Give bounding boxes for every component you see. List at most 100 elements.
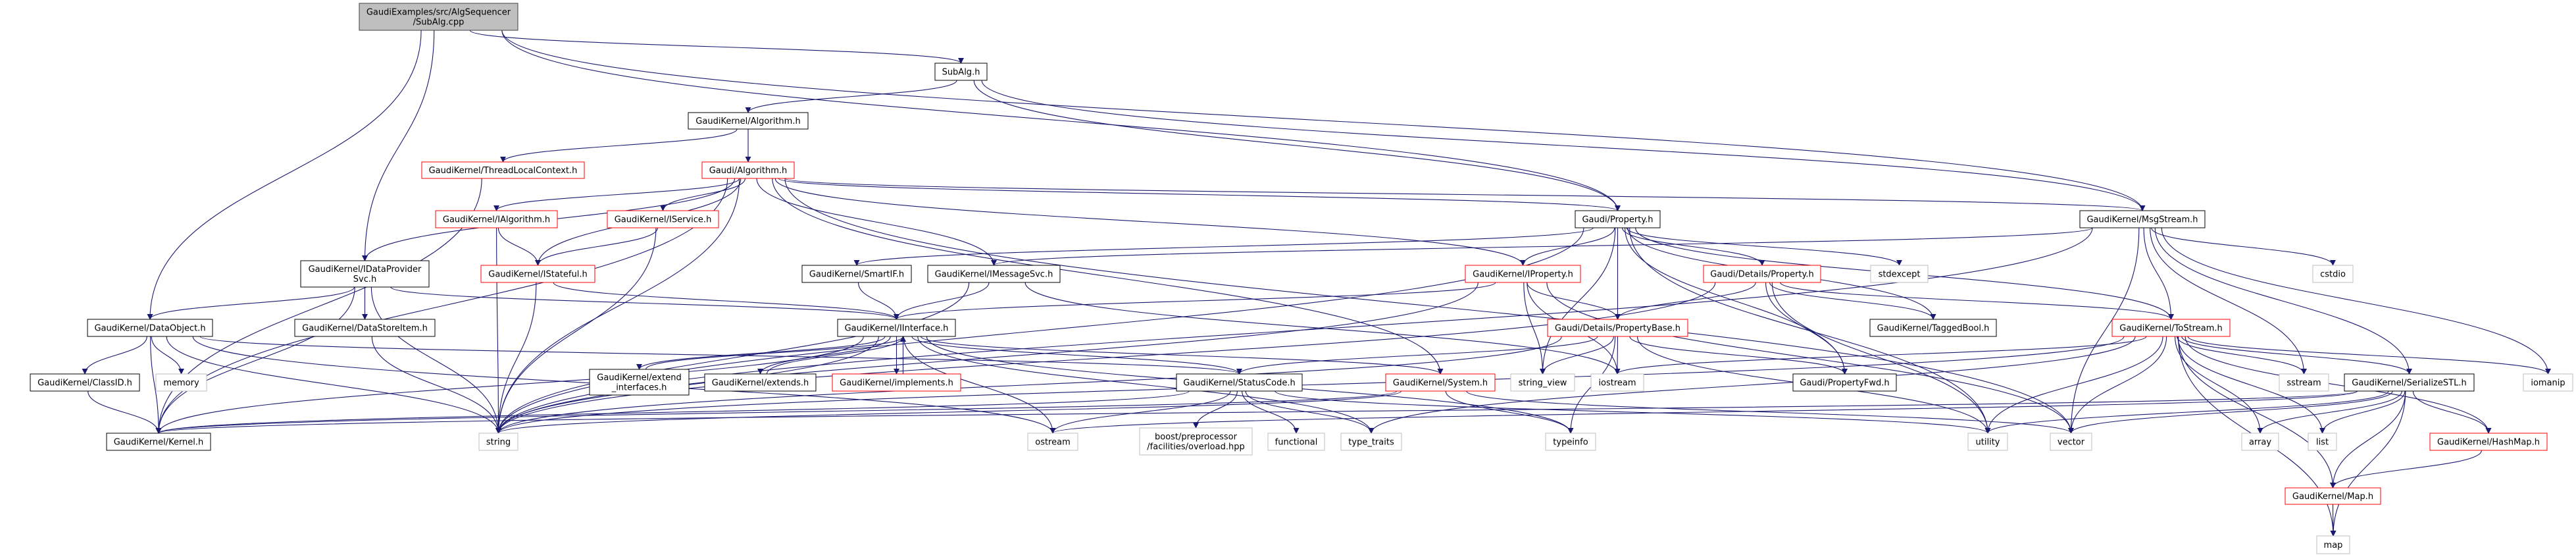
node-hashmap[interactable]: GaudiKernel/HashMap.h xyxy=(2429,433,2548,451)
edge-iinterface-to-extend_interfaces xyxy=(636,336,886,370)
edge-tostream-to-mapH xyxy=(2177,336,2336,489)
node-extends[interactable]: GaudiKernel/extends.h xyxy=(704,373,817,392)
node-label: GaudiKernel/Map.h xyxy=(2292,492,2373,502)
node-box xyxy=(1703,265,1821,283)
node-box xyxy=(300,260,430,288)
node-kernel[interactable]: GaudiKernel/Kernel.h xyxy=(106,433,211,451)
edge-dprop-to-taggedbool xyxy=(1769,282,1936,320)
edge-iproperty-to-iinterface xyxy=(894,282,1496,320)
edge-serializestl-to-array xyxy=(2257,390,2402,434)
node-box xyxy=(704,373,817,392)
node-box xyxy=(1590,373,1644,392)
node-propertyfwd[interactable]: Gaudi/PropertyFwd.h xyxy=(1792,373,1897,392)
edge-tostream-to-sstream xyxy=(2176,336,2307,375)
edge-serializestl-to-vector xyxy=(2068,390,2393,434)
node-box xyxy=(1027,433,1078,451)
node-tlc[interactable]: GaudiKernel/ThreadLocalContext.h xyxy=(421,161,585,179)
node-label: functional xyxy=(1275,438,1318,448)
edge-msgstream-to-serializestl xyxy=(2154,227,2412,375)
node-iproperty[interactable]: GaudiKernel/IProperty.h xyxy=(1465,265,1581,283)
node-box xyxy=(1545,433,1596,451)
edge-dataobject-to-kernel xyxy=(150,336,162,434)
node-box xyxy=(589,369,690,396)
node-property[interactable]: Gaudi/Property.h xyxy=(1575,210,1661,228)
node-label: string xyxy=(486,438,511,448)
node-tostream[interactable]: GaudiKernel/ToStream.h xyxy=(2111,319,2231,337)
node-box xyxy=(480,265,595,283)
node-serializestl[interactable]: GaudiKernel/SerializeSTL.h xyxy=(2344,373,2475,392)
node-implements[interactable]: GaudiKernel/implements.h xyxy=(832,373,961,392)
edge-subalg_h-to-property xyxy=(973,80,1621,211)
node-box xyxy=(1176,373,1303,392)
node-istateful[interactable]: GaudiKernel/IStateful.h xyxy=(480,265,595,283)
node-msgstream[interactable]: GaudiKernel/MsgStream.h xyxy=(2079,210,2206,228)
node-dataobject[interactable]: GaudiKernel/DataObject.h xyxy=(87,319,213,337)
edge-serializestl-to-kernel xyxy=(156,390,2358,434)
node-box xyxy=(2079,210,2206,228)
node-label: map xyxy=(2324,541,2343,550)
edge-iproperty-to-propertybase xyxy=(1527,282,1621,320)
node-label: GaudiKernel/Algorithm.h xyxy=(695,117,800,126)
node-label: type_traits xyxy=(1348,438,1394,448)
node-cpp[interactable]: GaudiExamples/src/AlgSequencer/SubAlg.cp… xyxy=(359,3,518,31)
node-functional: functional xyxy=(1267,433,1325,451)
node-dprop[interactable]: Gaudi/Details/Property.h xyxy=(1703,265,1821,283)
node-box xyxy=(2111,319,2231,337)
node-statuscode[interactable]: GaudiKernel/StatusCode.h xyxy=(1176,373,1303,392)
node-iservice[interactable]: GaudiKernel/IService.h xyxy=(607,210,719,228)
node-label: GaudiKernel/SerializeSTL.h xyxy=(2352,379,2466,388)
node-box xyxy=(1870,265,1929,283)
node-system[interactable]: GaudiKernel/System.h xyxy=(1385,373,1496,392)
node-smartif[interactable]: GaudiKernel/SmartIF.h xyxy=(801,265,912,283)
edge-extend_interfaces-to-iinterface xyxy=(645,336,906,370)
node-label: boost/preprocessor xyxy=(1155,433,1238,442)
node-extend-interfaces[interactable]: GaudiKernel/extend_interfaces.h xyxy=(589,369,690,396)
node-subalg-h[interactable]: SubAlg.h xyxy=(934,63,988,81)
edge-statuscode-to-utility xyxy=(1275,390,1991,434)
edge-iproperty-to-string xyxy=(495,282,1478,434)
edge-dprop-to-propertyfwd xyxy=(1765,282,1848,375)
node-imessagesvc[interactable]: GaudiKernel/IMessageSvc.h xyxy=(927,265,1061,283)
edge-msgstream-to-iomanip xyxy=(2161,227,2551,375)
node-taggedbool[interactable]: GaudiKernel/TaggedBool.h xyxy=(1869,319,1997,337)
edge-tostream-to-vector xyxy=(2068,336,2167,434)
node-box xyxy=(2050,433,2092,451)
edge-istateful-to-iinterface xyxy=(553,282,899,320)
edge-tostream-to-serializestl xyxy=(2181,336,2412,375)
node-label: sstream xyxy=(2286,379,2321,388)
edge-tostream-to-utility xyxy=(1984,336,2163,434)
node-memory: memory xyxy=(155,373,207,392)
edge-ialgorithm-to-string xyxy=(495,227,501,434)
node-box xyxy=(2312,265,2354,283)
node-datastoreitem[interactable]: GaudiKernel/DataStoreItem.h xyxy=(294,319,436,337)
node-gaudi-algorithm[interactable]: Gaudi/Algorithm.h xyxy=(701,161,795,179)
node-propertybase[interactable]: Gaudi/Details/PropertyBase.h xyxy=(1547,319,1688,337)
edge-dataobject-to-statuscode xyxy=(199,336,1242,375)
edge-gaudi_algorithm-to-string xyxy=(495,178,740,434)
node-classid[interactable]: GaudiKernel/ClassID.h xyxy=(30,373,140,392)
node-label: SubAlg.h xyxy=(942,68,980,78)
edge-tostream-to-string xyxy=(495,336,2125,434)
node-gk-algorithm[interactable]: GaudiKernel/Algorithm.h xyxy=(688,112,809,130)
node-label: memory xyxy=(163,379,199,388)
edge-statuscode-to-kernel xyxy=(155,390,1190,434)
edge-tlc-to-kernel xyxy=(155,178,482,434)
node-box xyxy=(2316,535,2350,554)
node-box xyxy=(607,210,719,228)
edge-gaudi_algorithm-to-iproperty xyxy=(774,178,1526,266)
node-label: GaudiKernel/IService.h xyxy=(615,215,712,225)
node-label: GaudiKernel/Kernel.h xyxy=(114,438,204,448)
edge-gk_algorithm-to-tlc xyxy=(500,128,738,163)
edge-msgstream-to-tostream xyxy=(2143,227,2174,320)
edge-property-to-string_view xyxy=(1540,227,1616,375)
node-label: GaudiKernel/SmartIF.h xyxy=(809,270,904,280)
node-label: stdexcept xyxy=(1879,270,1921,280)
node-box xyxy=(1869,319,1997,337)
node-ialgorithm[interactable]: GaudiKernel/IAlgorithm.h xyxy=(435,210,558,228)
node-iinterface[interactable]: GaudiKernel/IInterface.h xyxy=(837,319,956,337)
node-box xyxy=(832,373,961,392)
node-mapH[interactable]: GaudiKernel/Map.h xyxy=(2285,487,2381,505)
edge-gaudi_algorithm-to-vector xyxy=(784,178,2074,434)
node-list: list xyxy=(2308,433,2337,451)
